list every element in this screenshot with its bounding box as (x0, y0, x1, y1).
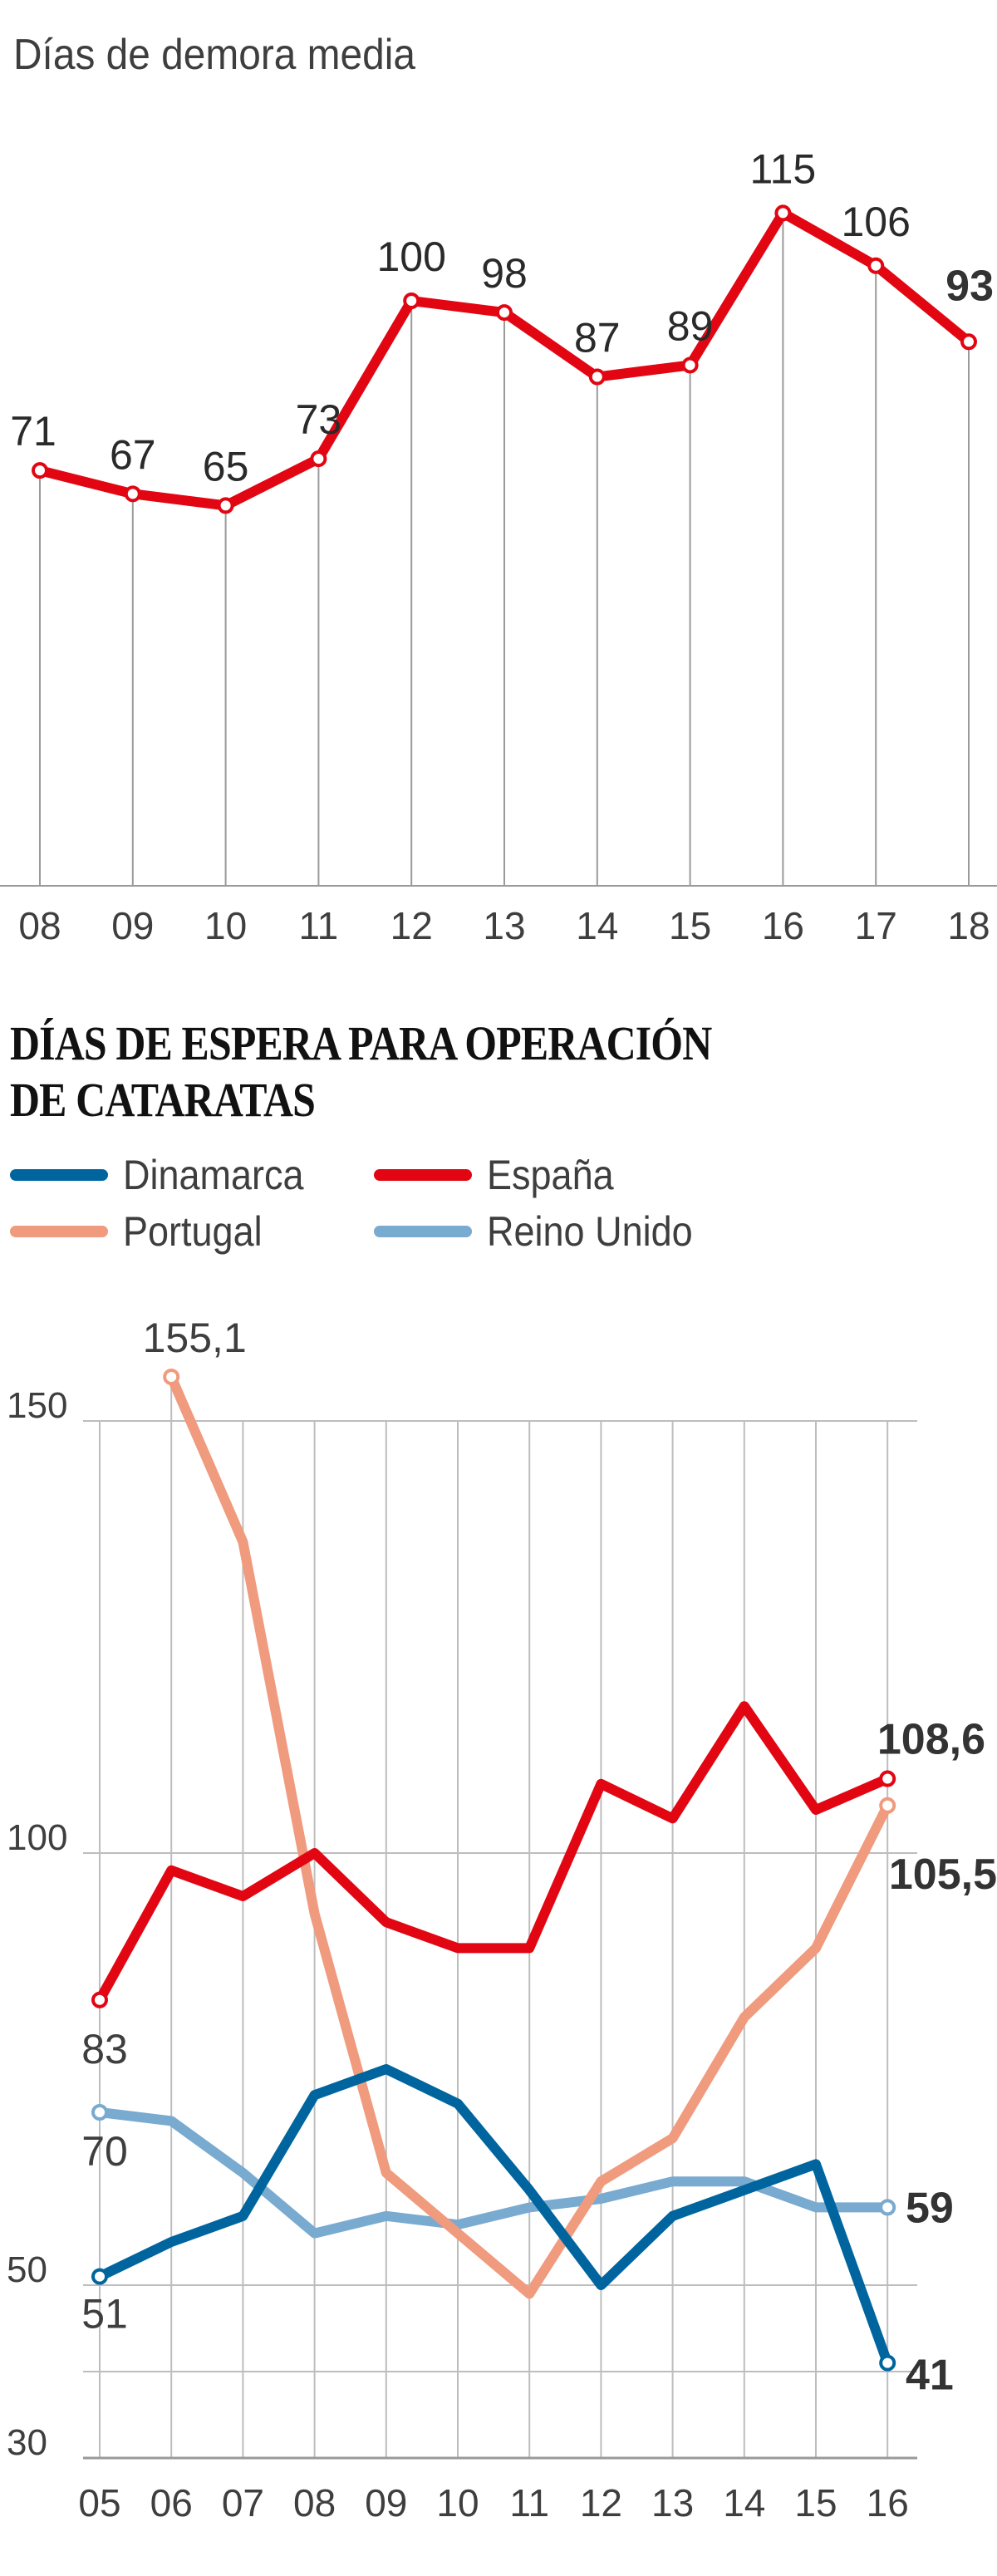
data-point (32, 462, 48, 479)
legend-swatch-portugal (10, 1226, 108, 1237)
x-tick-label: 08 (18, 904, 61, 947)
x-tick-label: 13 (483, 904, 525, 947)
data-point (774, 204, 792, 222)
x-tick-label: 15 (669, 904, 711, 947)
series-line-espana (95, 1701, 893, 2005)
data-label: 87 (574, 315, 621, 361)
data-label: 89 (667, 302, 714, 349)
x-tick-label: 16 (867, 2481, 909, 2524)
data-point (217, 497, 234, 514)
legend-label-espana: España (487, 1152, 614, 1198)
data-point-dinamarca (91, 2268, 108, 2285)
x-tick-label: 13 (651, 2481, 694, 2524)
data-point (588, 368, 606, 386)
series-line-dinamarca (95, 2064, 893, 2368)
chart1-subtitle: Días de demora media (13, 31, 415, 79)
x-tick-label: 10 (436, 2481, 479, 2524)
data-point (124, 485, 141, 503)
x-tick-label: 11 (509, 2481, 549, 2524)
legend-swatch-reino-unido (374, 1226, 472, 1237)
legend-swatch-dinamarca (10, 1169, 108, 1181)
chart2-title: DÍAS DE ESPERA PARA OPERACIÓN DE CATARAT… (10, 1015, 712, 1128)
chart2-title-line-2: DE CATARATAS (10, 1073, 316, 1127)
x-tick-label: 12 (390, 904, 433, 947)
data-label: 71 (10, 408, 56, 455)
start-label-espana: 83 (81, 2026, 128, 2072)
chart1-plot: 08 09 10 11 12 13 14 15 16 17 18 71 67 65 73 100 98 87 89 1… (0, 145, 997, 947)
x-tick-label: 12 (580, 2481, 622, 2524)
data-label: 98 (481, 250, 528, 297)
x-tick-label: 07 (222, 2481, 264, 2524)
start-label-dinamarca: 51 (81, 2291, 128, 2338)
y-tick-label: 30 (7, 2422, 47, 2463)
chart2-title-line-1: DÍAS DE ESPERA PARA OPERACIÓN (10, 1016, 712, 1070)
data-point-reino-unido (91, 2104, 108, 2121)
y-tick-label: 150 (7, 1385, 67, 1426)
end-label-portugal: 105,5 (889, 1851, 997, 1899)
x-tick-label: 09 (365, 2481, 407, 2524)
end-label-espana: 108,6 (877, 1716, 985, 1764)
data-point-espana (879, 1770, 896, 1787)
y-tick-label: 50 (7, 2249, 47, 2290)
end-label-dinamarca: 41 (906, 2352, 954, 2400)
start-label-portugal: 155,1 (143, 1315, 247, 1361)
data-point-dinamarca (879, 2354, 896, 2372)
x-tick-label: 14 (723, 2481, 765, 2524)
data-label: 65 (203, 443, 249, 489)
data-label: 100 (376, 234, 445, 280)
x-tick-label: 11 (299, 904, 339, 947)
x-tick-label: 14 (576, 904, 618, 947)
legend-item-espana: España (374, 1147, 628, 1203)
y-tick-label: 100 (7, 1817, 67, 1858)
data-point-espana (91, 1991, 108, 2008)
legend-label-portugal: Portugal (123, 1208, 263, 1255)
series-line-reino-unido (95, 2107, 893, 2239)
x-tick-label: 17 (855, 904, 897, 947)
data-label: 73 (296, 396, 342, 443)
x-tick-label: 09 (111, 904, 154, 947)
data-point (496, 304, 513, 322)
data-point (960, 333, 977, 351)
legend-swatch-espana (374, 1169, 472, 1181)
x-tick-label: 10 (204, 904, 247, 947)
x-tick-label: 05 (78, 2481, 120, 2524)
data-point-portugal (879, 1797, 896, 1814)
start-label-reino-unido: 70 (81, 2128, 128, 2175)
x-tick-label: 15 (794, 2481, 837, 2524)
x-tick-label: 16 (762, 904, 804, 947)
legend-item-reino-unido: Reino Unido (374, 1203, 715, 1260)
end-label-reino-unido: 59 (906, 2184, 954, 2232)
x-tick-label: 08 (293, 2481, 336, 2524)
series-line-portugal (166, 1371, 893, 2299)
legend-item-portugal: Portugal (10, 1203, 277, 1260)
data-label: 115 (750, 145, 817, 192)
x-tick-label: 06 (150, 2481, 193, 2524)
legend-label-reino-unido: Reino Unido (487, 1208, 693, 1255)
data-point (310, 450, 327, 468)
data-label: 106 (841, 199, 910, 245)
data-point (681, 356, 699, 374)
data-point-reino-unido (879, 2199, 896, 2216)
x-tick-label: 18 (947, 904, 990, 947)
data-label: 93 (945, 262, 994, 310)
data-label: 67 (110, 431, 156, 478)
legend-label-dinamarca: Dinamarca (123, 1152, 304, 1198)
legend-item-dinamarca: Dinamarca (10, 1147, 324, 1203)
data-point (867, 257, 885, 274)
data-point-portugal (163, 1368, 180, 1385)
data-point (403, 293, 420, 309)
